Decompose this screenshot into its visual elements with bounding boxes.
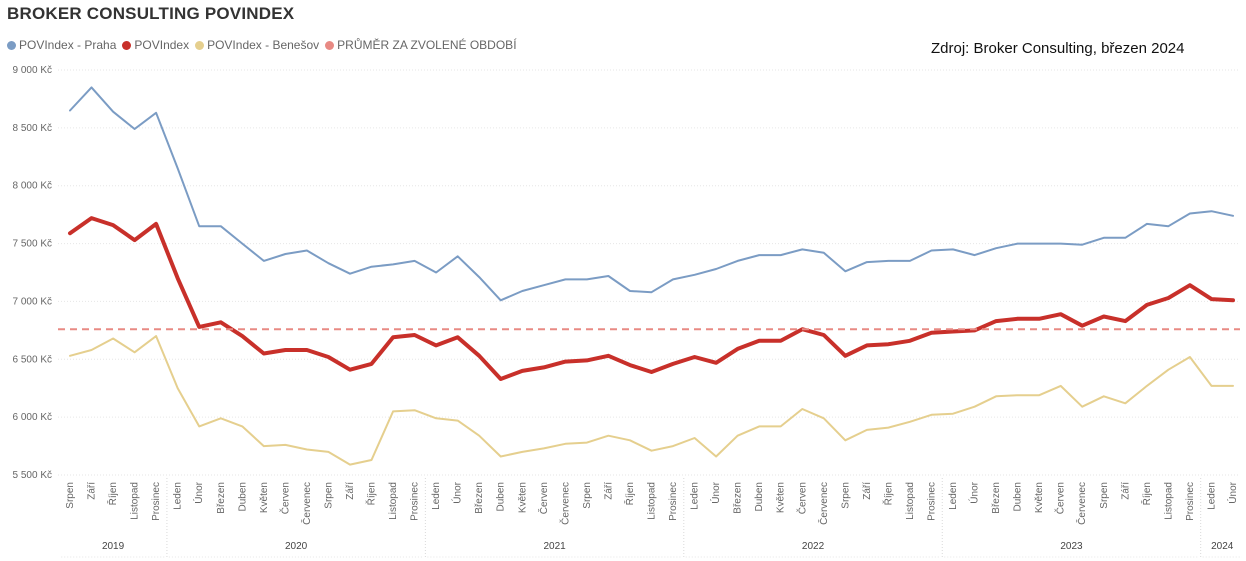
x-tick-label: Září bbox=[603, 482, 614, 500]
x-tick-label: Listopad bbox=[388, 482, 399, 520]
x-tick-label: Květen bbox=[259, 482, 270, 513]
series-line-benesov bbox=[69, 335, 1234, 466]
legend-item-average[interactable]: PRŮMĚR ZA ZVOLENÉ OBDOBÍ bbox=[325, 38, 517, 52]
x-tick-label: Březen bbox=[474, 482, 485, 514]
legend-dot-benesov bbox=[195, 40, 205, 50]
x-tick-label: Leden bbox=[1206, 482, 1217, 510]
x-tick-label: Červen bbox=[795, 482, 808, 514]
year-label: 2022 bbox=[802, 541, 825, 552]
x-tick-label: Březen bbox=[216, 482, 227, 514]
year-label: 2024 bbox=[1211, 541, 1234, 552]
x-tick-label: Říjen bbox=[106, 482, 119, 505]
x-tick-label: Srpen bbox=[582, 482, 593, 509]
x-tick-label: Únor bbox=[709, 481, 722, 503]
y-tick-label: 6 000 Kč bbox=[13, 412, 52, 423]
legend-dot-average bbox=[325, 40, 335, 50]
x-tick-label: Prosinec bbox=[668, 482, 679, 521]
x-tick-label: Září bbox=[1120, 482, 1131, 500]
y-tick-label: 8 500 Kč bbox=[13, 123, 52, 134]
x-tick-label: Duben bbox=[496, 482, 507, 511]
x-tick-label: Říjen bbox=[365, 482, 378, 505]
series-layer bbox=[58, 86, 1240, 466]
y-tick-label: 9 000 Kč bbox=[13, 65, 52, 76]
x-tick-label: Září bbox=[87, 482, 98, 500]
x-tick-label: Únor bbox=[451, 481, 464, 503]
x-tick-label: Červenec bbox=[1075, 482, 1088, 525]
legend-item-benesov[interactable]: POVIndex - Benešov bbox=[195, 38, 319, 52]
x-tick-label: Prosinec bbox=[926, 482, 937, 521]
x-tick-label: Prosinec bbox=[151, 482, 162, 521]
x-tick-label: Květen bbox=[776, 482, 787, 513]
x-tick-label: Leden bbox=[173, 482, 184, 510]
x-tick-label: Listopad bbox=[905, 482, 916, 520]
x-tick-label: Květen bbox=[517, 482, 528, 513]
y-tick-label: 7 000 Kč bbox=[13, 296, 52, 307]
x-tick-label: Červenec bbox=[300, 482, 313, 525]
y-tick-label: 7 500 Kč bbox=[13, 239, 52, 250]
source-note: Zdroj: Broker Consulting, březen 2024 bbox=[931, 40, 1185, 57]
x-tick-label: Říjen bbox=[623, 482, 636, 505]
chart-legend: POVIndex - Praha POVIndex POVIndex - Ben… bbox=[7, 38, 523, 52]
x-tick-label: Červen bbox=[537, 482, 550, 514]
x-tick-label: Červen bbox=[1054, 482, 1067, 514]
x-tick-label: Leden bbox=[690, 482, 701, 510]
year-label: 2019 bbox=[102, 541, 125, 552]
legend-item-praha[interactable]: POVIndex - Praha bbox=[7, 38, 116, 52]
y-tick-label: 5 500 Kč bbox=[13, 470, 52, 481]
y-tick-label: 8 000 Kč bbox=[13, 181, 52, 192]
legend-dot-praha bbox=[7, 40, 16, 50]
x-tick-label: Březen bbox=[991, 482, 1002, 514]
legend-label-average: PRŮMĚR ZA ZVOLENÉ OBDOBÍ bbox=[337, 38, 517, 52]
x-tick-label: Srpen bbox=[840, 482, 851, 509]
x-tick-label: Červen bbox=[278, 482, 291, 514]
x-tick-label: Duben bbox=[754, 482, 765, 511]
x-tick-label: Prosinec bbox=[410, 482, 421, 521]
x-tick-label: Srpen bbox=[65, 482, 76, 509]
x-tick-label: Březen bbox=[733, 482, 744, 514]
x-tick-label: Červenec bbox=[817, 482, 830, 525]
grid-layer bbox=[58, 69, 1240, 476]
x-tick-label: Leden bbox=[948, 482, 959, 510]
x-tick-label: Duben bbox=[237, 482, 248, 511]
series-line-praha bbox=[69, 86, 1234, 302]
axis-layer: 5 500 Kč 6 000 Kč 6 500 Kč 7 000 Kč 7 500 Kč… bbox=[13, 65, 1242, 558]
x-tick-label: Duben bbox=[1013, 482, 1024, 511]
x-tick-label: Listopad bbox=[647, 482, 658, 520]
x-tick-label: Únor bbox=[1226, 481, 1239, 503]
y-tick-label: 6 500 Kč bbox=[13, 354, 52, 365]
legend-label-povindex: POVIndex bbox=[134, 38, 190, 52]
x-tick-label: Květen bbox=[1034, 482, 1045, 513]
series-line-povindex bbox=[68, 216, 1235, 381]
x-tick-label: Listopad bbox=[1163, 482, 1174, 520]
year-label: 2020 bbox=[285, 541, 308, 552]
x-tick-label: Srpen bbox=[323, 482, 334, 509]
x-tick-label: Leden bbox=[431, 482, 442, 510]
x-tick-label: Říjen bbox=[1140, 482, 1153, 505]
legend-dot-povindex bbox=[122, 40, 132, 50]
legend-label-praha: POVIndex - Praha bbox=[19, 38, 117, 52]
x-tick-label: Září bbox=[862, 482, 873, 500]
x-tick-label: Prosinec bbox=[1185, 482, 1196, 521]
year-label: 2023 bbox=[1060, 541, 1083, 552]
year-label: 2021 bbox=[543, 541, 566, 552]
x-tick-label: Únor bbox=[192, 481, 205, 503]
chart-title: BROKER CONSULTING POVINDEX bbox=[7, 4, 295, 23]
x-tick-label: Červenec bbox=[558, 482, 571, 525]
x-tick-label: Srpen bbox=[1099, 482, 1110, 509]
legend-label-benesov: POVIndex - Benešov bbox=[207, 38, 320, 52]
x-tick-label: Září bbox=[345, 482, 356, 500]
x-tick-label: Říjen bbox=[881, 482, 894, 505]
legend-item-povindex[interactable]: POVIndex bbox=[122, 38, 189, 52]
x-tick-label: Únor bbox=[968, 481, 981, 503]
x-tick-label: Listopad bbox=[130, 482, 141, 520]
